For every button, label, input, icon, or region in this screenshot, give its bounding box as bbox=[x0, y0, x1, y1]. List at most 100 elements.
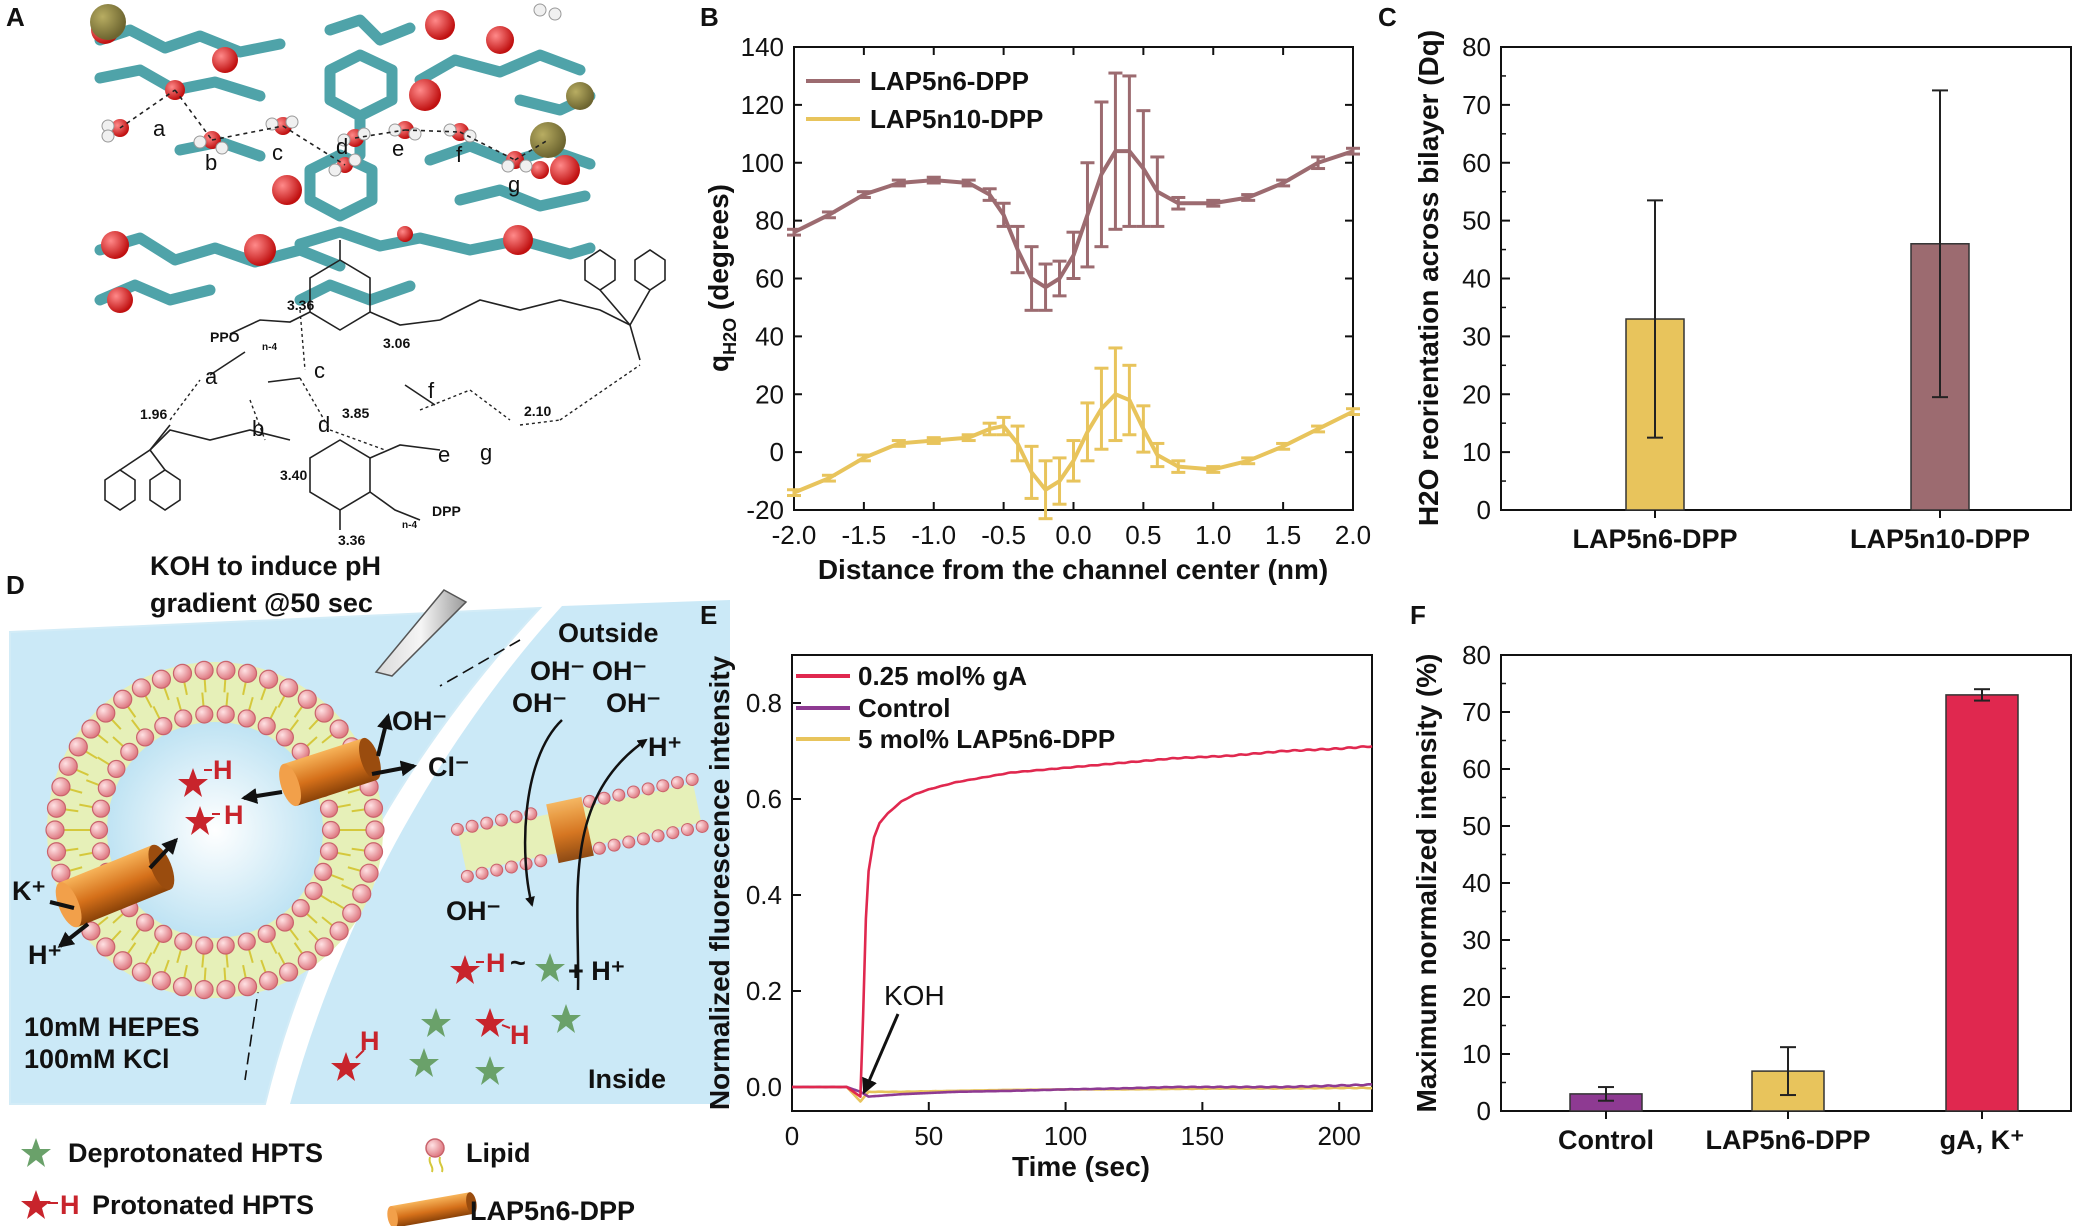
patch-lipid-head bbox=[480, 816, 494, 830]
arrow-k-in bbox=[148, 837, 179, 870]
x-tick-label: 150 bbox=[1181, 1121, 1224, 1151]
lipid-head bbox=[359, 863, 379, 883]
y-tick-label: 60 bbox=[1462, 148, 1491, 178]
legend-lipid-tails bbox=[428, 1156, 444, 1173]
lipid-head bbox=[314, 703, 334, 723]
lipid-head bbox=[135, 913, 155, 932]
lipid-head bbox=[275, 728, 295, 747]
chart-e-frame bbox=[791, 654, 1373, 1112]
koh-arrow bbox=[862, 1013, 900, 1095]
ion-h-plus-out: H⁺ bbox=[648, 732, 682, 762]
star-h-label: H bbox=[360, 1026, 380, 1056]
inside-label: Inside bbox=[588, 1064, 666, 1094]
lipid-head bbox=[275, 913, 295, 932]
lipid-head bbox=[96, 937, 116, 957]
snapshot-label-d: d bbox=[336, 134, 348, 159]
y-tick-label: 70 bbox=[1462, 90, 1491, 120]
lipid-head bbox=[195, 936, 214, 955]
lipid-head bbox=[120, 742, 139, 761]
chemical-schematic: a b c d e f g 3.36 3.06 1.96 3.85 2.10 3… bbox=[104, 240, 666, 548]
schematic-label-g: g bbox=[480, 440, 492, 465]
lipid-head bbox=[96, 703, 116, 723]
panel-a-label: A bbox=[6, 2, 25, 32]
snapshot-label-e: e bbox=[392, 136, 404, 161]
arrow-h-through bbox=[576, 738, 648, 991]
distance-label-6: 3.40 bbox=[280, 467, 307, 483]
schematic-subscript-1: n-4 bbox=[262, 342, 277, 353]
patch-lipid-head bbox=[685, 772, 699, 786]
x-tick-label: 1.5 bbox=[1265, 520, 1301, 550]
y-tick-label: 0.4 bbox=[746, 880, 782, 910]
patch-lipid-head bbox=[666, 826, 680, 840]
distance-label-2: 3.06 bbox=[383, 335, 410, 351]
arrow-oh-in bbox=[376, 713, 393, 757]
lipid-head bbox=[237, 709, 256, 728]
patch-lipid-head bbox=[607, 838, 621, 852]
chart-c-y-axis: 0 10 20 30 40 50 60 70 80 bbox=[1462, 32, 1510, 525]
x-tick-label: 0.5 bbox=[1125, 520, 1161, 550]
lipid-head bbox=[279, 678, 299, 698]
snapshot-label-b: b bbox=[205, 150, 217, 175]
lipid-head bbox=[172, 977, 193, 997]
x-tick-label: Control bbox=[1558, 1125, 1654, 1155]
y-tick-label: 60 bbox=[755, 264, 784, 294]
channel-body bbox=[59, 845, 171, 927]
lipid-head bbox=[151, 669, 172, 689]
y-tick-label: 10 bbox=[1462, 437, 1491, 467]
y-tick-label: 20 bbox=[1462, 982, 1491, 1012]
patch-lipid-head bbox=[490, 863, 504, 877]
y-tick-label: 0 bbox=[1477, 1096, 1491, 1126]
y-tick-label: 100 bbox=[741, 148, 784, 178]
lipid-head bbox=[329, 719, 349, 739]
y-tick-label: 80 bbox=[755, 206, 784, 236]
legend-b-lap5n10: LAP5n10-DPP bbox=[870, 104, 1043, 134]
schematic-group-ppo: PPO bbox=[210, 329, 240, 345]
chart-e-series bbox=[791, 744, 1373, 1103]
legend-lipid-icon bbox=[425, 1138, 445, 1158]
lipid-head bbox=[194, 660, 214, 680]
lipid-head bbox=[363, 842, 384, 862]
md-snapshot: a b c d e f g bbox=[90, 0, 596, 320]
y-tick-label: 0.6 bbox=[746, 784, 782, 814]
ion-cl: Cl⁻ bbox=[428, 752, 469, 782]
lipid-head bbox=[314, 937, 334, 957]
lipid-head bbox=[194, 980, 214, 1000]
lipid-head bbox=[195, 705, 214, 724]
patch-lipid-head bbox=[475, 866, 489, 880]
lipid-head bbox=[131, 962, 151, 982]
lipid-head bbox=[363, 798, 384, 818]
y-tick-label: 20 bbox=[755, 379, 784, 409]
chart-e-legend: 0.25 mol% gA Control 5 mol% LAP5n6-DPP bbox=[796, 661, 1115, 754]
chart-e-y-axis: 0.0 0.2 0.4 0.6 0.8 bbox=[746, 688, 801, 1102]
ion-oh-inside: OH⁻ bbox=[446, 896, 501, 926]
panel-d: D KOH to induce pH gradient @50 sec bbox=[6, 551, 730, 1226]
y-tick-label: 0 bbox=[770, 437, 784, 467]
legend-lipid: Lipid bbox=[466, 1138, 530, 1168]
y-tick-label: 70 bbox=[1462, 697, 1491, 727]
lipid-head bbox=[342, 903, 362, 923]
lipid-head bbox=[113, 951, 133, 971]
lipid-head bbox=[113, 689, 133, 709]
lipid-head bbox=[365, 820, 385, 840]
schematic-group-dpp: DPP bbox=[432, 503, 461, 519]
lipid-head bbox=[46, 842, 67, 862]
ion-k-plus: K⁺ bbox=[12, 876, 46, 906]
star-h-label: H bbox=[510, 1020, 530, 1050]
x-tick-label: LAP5n6-DPP bbox=[1572, 524, 1737, 554]
panel-e: E 0.0 0.2 0.4 0.6 0.8 0 50 100 150 200 Time (sec… bbox=[700, 600, 1373, 1182]
lipid-head bbox=[314, 862, 333, 882]
legend-deprotonated-icon bbox=[21, 1138, 51, 1167]
chart-f-y-axis: 0 10 20 30 40 50 60 70 80 bbox=[1462, 640, 1510, 1126]
lipid-head bbox=[89, 820, 109, 840]
dpp-phenyl-2 bbox=[634, 249, 666, 291]
chart-f-ylabel: Maximum normalized intensity (%) bbox=[1411, 654, 1442, 1113]
y-tick-label: 0.2 bbox=[746, 976, 782, 1006]
chart-c-frame bbox=[1500, 46, 2072, 511]
lipid-head bbox=[68, 737, 88, 757]
lipid-head bbox=[216, 936, 235, 955]
channel-end bbox=[148, 844, 175, 890]
star-h-label: H bbox=[213, 755, 233, 785]
legend-b-lap5n6: LAP5n6-DPP bbox=[870, 66, 1029, 96]
hydrogen-atoms bbox=[101, 3, 562, 177]
patch-lipid-head bbox=[656, 779, 670, 793]
